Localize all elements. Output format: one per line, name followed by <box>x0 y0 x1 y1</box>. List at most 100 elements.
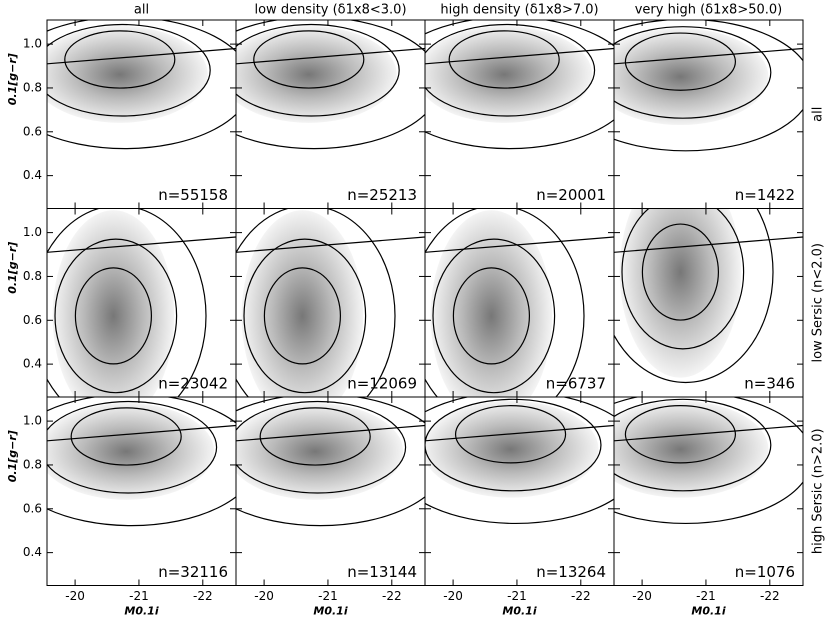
y-tick-label: 0.8 <box>23 80 42 94</box>
contour <box>253 30 365 89</box>
contour <box>54 238 178 394</box>
contour <box>236 208 396 397</box>
column-title: low density (δ1x8<3.0) <box>254 3 406 18</box>
y-tick-label: 0.8 <box>23 457 42 471</box>
contour <box>614 397 803 525</box>
annotation: n=6737 <box>546 375 606 393</box>
x-tick-label: -20 <box>65 589 85 603</box>
contour <box>70 407 182 466</box>
contour <box>263 267 342 365</box>
contour <box>47 208 207 397</box>
contour <box>259 407 371 466</box>
x-tick-label: -21 <box>696 589 716 603</box>
contour <box>425 208 585 397</box>
x-tick-label: -22 <box>382 589 402 603</box>
contour <box>243 238 367 394</box>
contour <box>432 238 556 394</box>
contour <box>624 32 737 91</box>
annotation: n=25213 <box>347 186 417 204</box>
density-map <box>425 400 599 498</box>
contour <box>64 30 176 89</box>
annotation: n=23042 <box>158 375 228 393</box>
panel <box>614 208 803 384</box>
row-label: all <box>811 107 826 122</box>
contour <box>621 208 745 350</box>
contour <box>236 20 425 150</box>
y-axis-label: 0.1[g−r] <box>6 430 19 482</box>
annotation: n=55158 <box>158 186 228 204</box>
contour <box>614 26 772 119</box>
x-tick-label: -20 <box>632 589 652 603</box>
fit-line <box>614 424 803 442</box>
panel <box>236 397 425 527</box>
y-tick-label: 0.6 <box>23 501 42 515</box>
y-tick-label: 0.4 <box>23 357 42 371</box>
column-title: high density (δ1x8>7.0) <box>440 3 598 18</box>
x-tick-label: -21 <box>507 589 527 603</box>
panel <box>47 397 236 527</box>
contour <box>47 20 236 150</box>
annotation: n=1422 <box>735 186 795 204</box>
column-title: all <box>134 3 149 18</box>
y-tick-label: 0.8 <box>23 269 42 283</box>
y-tick-label: 1.0 <box>23 225 42 239</box>
panel <box>614 397 803 525</box>
x-tick-label: -20 <box>443 589 463 603</box>
contour <box>425 20 614 150</box>
y-tick-label: 0.6 <box>23 124 42 138</box>
fit-line <box>236 236 425 253</box>
fit-line <box>425 424 614 442</box>
density-map <box>236 403 404 500</box>
y-tick-label: 0.6 <box>23 313 42 327</box>
y-tick-label: 0.4 <box>23 545 42 559</box>
contour <box>614 208 774 384</box>
y-axis-label: 0.1[g−r] <box>6 53 19 105</box>
annotation: n=346 <box>744 375 795 393</box>
density-map <box>619 208 742 378</box>
fit-line <box>47 424 236 442</box>
annotation: n=12069 <box>347 375 417 393</box>
row-label: high Sersic (n>2.0) <box>811 428 826 554</box>
x-tick-label: -22 <box>571 589 591 603</box>
contour <box>47 400 218 494</box>
panel <box>47 20 236 150</box>
density-map <box>47 26 208 123</box>
panel <box>614 20 803 152</box>
contour <box>425 398 602 492</box>
fit-line <box>614 47 803 65</box>
contour <box>425 397 614 525</box>
contour <box>236 400 407 494</box>
panel-frame <box>613 396 804 586</box>
contour <box>47 397 236 527</box>
contour <box>641 223 720 321</box>
contour <box>47 23 211 117</box>
x-axis-label: M0.1i <box>691 605 725 618</box>
contour <box>74 267 153 365</box>
panel <box>425 397 614 525</box>
density-map <box>614 28 769 126</box>
annotation: n=32116 <box>158 563 228 581</box>
annotation: n=20001 <box>536 186 606 204</box>
fit-line <box>236 424 425 442</box>
fit-line <box>236 47 425 65</box>
contour <box>454 405 567 464</box>
fit-line <box>47 47 236 65</box>
fit-line <box>425 47 614 65</box>
density-map <box>236 26 397 123</box>
contour <box>236 23 400 117</box>
x-tick-label: -21 <box>318 589 338 603</box>
contour <box>614 20 803 152</box>
x-axis-label: M0.1i <box>124 605 158 618</box>
column-title: very high (δ1x8>50.0) <box>635 3 783 18</box>
annotation: n=1076 <box>735 563 795 581</box>
contour <box>614 398 772 492</box>
x-axis-label: M0.1i <box>313 605 347 618</box>
density-map <box>241 210 364 397</box>
fit-line <box>425 236 614 253</box>
panel <box>425 208 614 397</box>
panel <box>425 20 614 150</box>
density-map <box>425 26 593 123</box>
density-map <box>614 400 769 498</box>
contour <box>452 267 531 365</box>
